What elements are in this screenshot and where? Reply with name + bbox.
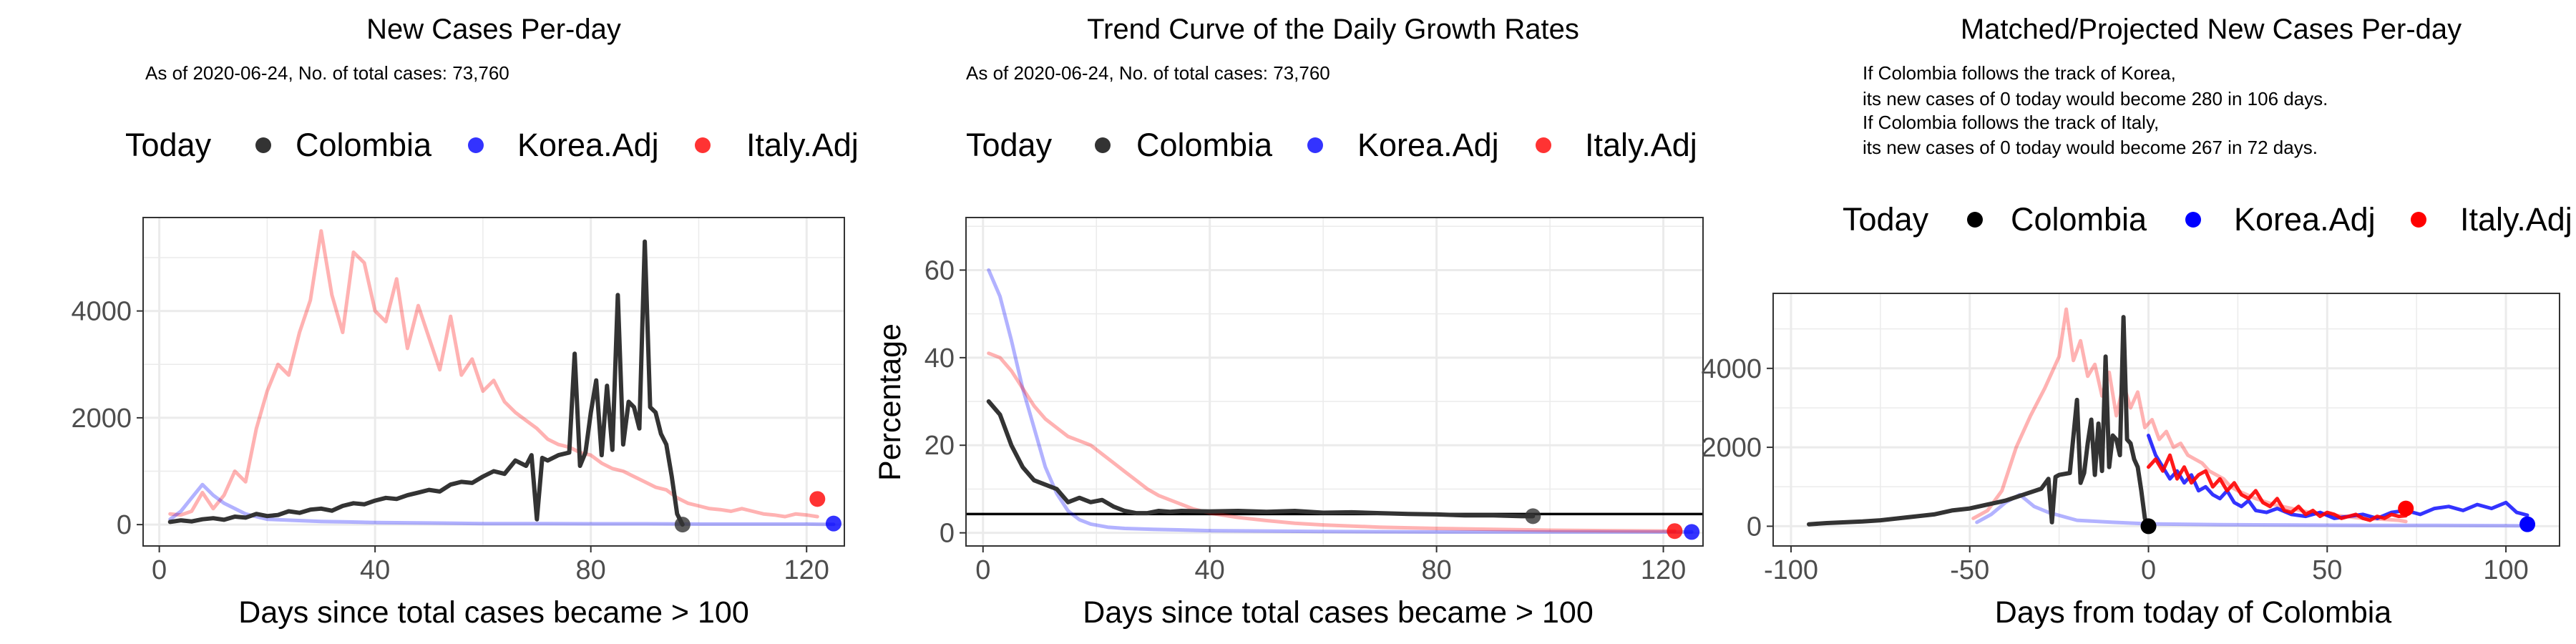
note-line-2: its new cases of 0 today would become 28… <box>1863 88 2328 109</box>
x-tick-label: 50 <box>2312 555 2342 585</box>
plot-border <box>1772 293 2560 547</box>
legend-title: Today <box>966 127 1053 163</box>
x-tick-label: 80 <box>576 555 606 585</box>
legend-title: Today <box>1843 201 1929 238</box>
x-axis-title: Days since total cases became > 100 <box>238 595 748 630</box>
y-tick-label: 20 <box>924 431 955 461</box>
plot-area: -100 -50 0 50 100 0 2000 4000 <box>1701 293 2560 585</box>
x-tick-label: -50 <box>1950 555 1989 585</box>
today-point-korea <box>825 515 841 532</box>
legend-label-colombia: Colombia <box>1136 127 1273 163</box>
legend-label-colombia: Colombia <box>296 127 432 163</box>
legend-label-italy: Italy.Adj <box>2460 201 2572 238</box>
legend-swatch-korea <box>468 137 484 153</box>
x-tick-label: 0 <box>152 555 167 585</box>
chart-title: New Cases Per-day <box>366 14 621 45</box>
legend: Today Colombia Korea.Adj Italy.Adj <box>966 127 1697 163</box>
y-tick-label: 4000 <box>1701 354 1762 384</box>
y-tick-label: 40 <box>924 343 955 374</box>
legend-swatch-colombia <box>255 137 271 153</box>
legend-swatch-colombia <box>1095 137 1111 153</box>
today-point-korea <box>1684 524 1700 540</box>
plot-area: 0 40 80 120 0 2000 4000 <box>71 217 845 585</box>
series-line-korea <box>987 268 1694 534</box>
panel-daily-growth-rates: Trend Curve of the Daily Growth Rates As… <box>873 14 1704 630</box>
plot-background <box>143 218 844 546</box>
today-point-colombia <box>1525 508 1541 525</box>
legend-swatch-korea <box>2185 212 2201 228</box>
y-tick-label: 0 <box>940 519 955 549</box>
legend-swatch-italy <box>1536 137 1551 153</box>
y-tick-label: 0 <box>117 510 132 540</box>
legend-swatch-italy <box>695 137 711 153</box>
today-point-italy <box>809 491 826 507</box>
note-line-1: If Colombia follows the track of Korea, <box>1863 62 2176 84</box>
plot-border <box>142 217 845 547</box>
x-tick-label: 40 <box>1195 555 1225 585</box>
legend: Today Colombia Korea.Adj Italy.Adj <box>1843 201 2572 238</box>
series-line-colombia <box>1807 315 2151 529</box>
legend-swatch-korea <box>1307 137 1323 153</box>
legend-label-korea: Korea.Adj <box>517 127 659 163</box>
x-tick-label: 120 <box>784 555 829 585</box>
x-tick-label: 0 <box>2141 555 2156 585</box>
legend-label-italy: Italy.Adj <box>1585 127 1697 163</box>
legend-swatch-colombia <box>1967 212 1983 228</box>
y-tick-label: 2000 <box>1701 433 1762 463</box>
chart-title: Matched/Projected New Cases Per-day <box>1961 14 2462 45</box>
today-point-italy <box>2398 500 2414 517</box>
series-line-italy <box>987 351 1677 533</box>
series-line-colombia <box>167 239 685 527</box>
legend-label-korea: Korea.Adj <box>2234 201 2376 238</box>
legend-label-italy: Italy.Adj <box>746 127 859 163</box>
x-tick-label: 120 <box>1641 555 1686 585</box>
chart-subtitle: As of 2020-06-24, No. of total cases: 73… <box>145 62 509 84</box>
x-tick-label: 0 <box>975 555 990 585</box>
series-line-korea <box>168 482 836 527</box>
chart-subtitle: As of 2020-06-24, No. of total cases: 73… <box>966 62 1330 84</box>
x-axis-title: Days from today of Colombia <box>1995 595 2392 630</box>
legend-title: Today <box>125 127 212 163</box>
legend: Today Colombia Korea.Adj Italy.Adj <box>125 127 859 163</box>
chart-title: Trend Curve of the Daily Growth Rates <box>1087 14 1579 45</box>
y-tick-label: 60 <box>924 255 955 286</box>
x-tick-label: 100 <box>2483 555 2528 585</box>
plot-background <box>966 218 1703 546</box>
legend-swatch-italy <box>2411 212 2426 228</box>
today-point-colombia <box>674 517 691 533</box>
note-line-4: its new cases of 0 today would become 26… <box>1863 137 2318 158</box>
y-tick-label: 0 <box>1747 512 1762 542</box>
note-line-3: If Colombia follows the track of Italy, <box>1863 112 2159 133</box>
legend-label-korea: Korea.Adj <box>1357 127 1499 163</box>
series-line-italy <box>168 229 819 519</box>
y-axis-title: Percentage <box>873 323 907 481</box>
series-line-colombia <box>986 399 1536 519</box>
plot-background <box>1773 293 2560 546</box>
legend-label-colombia: Colombia <box>2011 201 2147 238</box>
panel-new-cases-per-day: New Cases Per-day As of 2020-06-24, No. … <box>71 14 858 630</box>
x-tick-label: 80 <box>1421 555 1451 585</box>
today-point-colombia <box>2140 518 2157 535</box>
x-axis-title: Days since total cases became > 100 <box>1083 595 1593 630</box>
plot-area: 0 40 80 120 0 20 40 60 <box>924 217 1704 585</box>
x-tick-label: 40 <box>360 555 390 585</box>
plot-border <box>965 217 1704 547</box>
today-point-korea <box>2519 516 2536 532</box>
y-tick-label: 4000 <box>71 297 132 327</box>
panel-matched-projected: Matched/Projected New Cases Per-day If C… <box>1701 14 2572 630</box>
today-point-italy <box>1667 523 1683 540</box>
y-tick-label: 2000 <box>71 404 132 434</box>
series-line-italy <box>2147 453 2408 522</box>
x-tick-label: -100 <box>1764 555 1818 585</box>
projection-notes: If Colombia follows the track of Korea, … <box>1863 62 2328 158</box>
